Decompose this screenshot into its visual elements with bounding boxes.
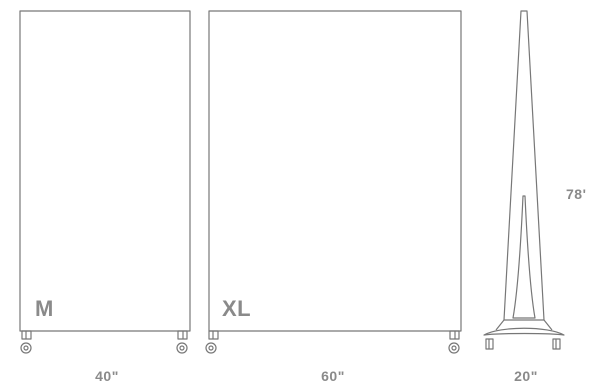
panel-m-drawing — [19, 10, 191, 354]
panel-m-size-label: M — [35, 296, 54, 321]
panel-xl-right-caster-icon — [448, 330, 460, 354]
panel-xl-size-label: XL — [222, 296, 252, 321]
side-view-height-label: 78' — [566, 186, 587, 202]
panel-m-width-label: 40" — [95, 368, 119, 384]
side-view-base — [483, 327, 565, 336]
panel-m-right-caster-icon — [176, 330, 188, 354]
panel-xl-width-label: 60" — [321, 368, 345, 384]
side-view-right-caster-icon — [552, 338, 561, 350]
side-view-left-caster-icon — [485, 338, 494, 350]
panel-xl-drawing — [205, 10, 462, 354]
panel-m-board — [19, 10, 191, 332]
side-view-depth-label: 20" — [514, 368, 538, 384]
side-view-upright — [503, 10, 545, 321]
side-view-drawing — [483, 10, 565, 350]
panel-m-left-caster-icon — [20, 330, 32, 354]
panel-xl-left-caster-icon — [205, 330, 219, 354]
panel-xl-board — [208, 10, 462, 332]
side-view-cutout — [512, 195, 536, 319]
